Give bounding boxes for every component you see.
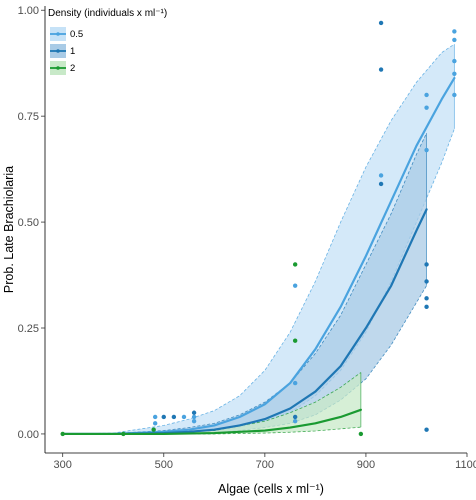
x-tick-label-4: 1100: [455, 459, 476, 471]
data-point-series-1-11: [424, 427, 429, 432]
data-point-series-0-4: [191, 419, 197, 424]
y-tick-label-3: 0.75: [18, 111, 39, 123]
data-point-series-2-0: [60, 431, 65, 437]
legend-title: Density (individuals x ml⁻¹): [48, 8, 167, 19]
band-series-2: [62, 372, 361, 434]
legend-key-point-0: [56, 32, 60, 36]
data-point-series-1-7: [424, 262, 429, 267]
data-point-series-0-5: [292, 283, 298, 288]
fit-line-series-0: [61, 76, 456, 436]
data-point-series-0-16: [452, 92, 457, 98]
data-point-series-1-4: [378, 20, 384, 26]
data-point-series-0-2: [181, 414, 187, 420]
x-tick-label-2: 700: [256, 459, 274, 471]
data-point-series-1-3: [292, 414, 298, 420]
legend: Density (individuals x ml⁻¹) 0.5 1 2: [48, 8, 167, 75]
data-point-series-0-11: [424, 92, 429, 98]
fit-lines: [61, 76, 456, 436]
data-point-series-2-5: [358, 431, 364, 437]
x-tick-label-0: 300: [54, 459, 72, 471]
data-point-series-2-4: [292, 338, 298, 343]
y-tick-label-1: 0.25: [18, 323, 39, 335]
axes: 300 500 700 900 1100 0.00 0.25 0.50 0.75 1.00 Alga…: [2, 5, 476, 496]
data-point-series-0-7: [292, 419, 298, 424]
data-point-series-0-9: [424, 105, 429, 110]
y-tick-label-0: 0.00: [18, 429, 39, 441]
data-point-series-0-6: [292, 380, 298, 386]
data-point-series-2-3: [292, 262, 298, 267]
data-point-series-1-1: [171, 414, 177, 420]
data-point-series-2-1: [121, 431, 126, 437]
data-point-series-1-6: [378, 181, 384, 187]
data-point-series-1-10: [424, 304, 429, 310]
legend-key-point-2: [56, 66, 60, 70]
data-point-series-0-8: [378, 173, 384, 178]
x-tick-label-3: 900: [357, 459, 375, 471]
band-upper-edge-0: [62, 43, 455, 435]
data-point-series-1-0: [161, 414, 166, 420]
data-points: [60, 20, 457, 437]
legend-label-0: 0.5: [70, 29, 83, 40]
x-axis-title: Algae (cells x ml⁻¹): [218, 482, 324, 496]
data-point-series-1-8: [424, 279, 429, 284]
data-point-series-0-0: [152, 414, 158, 420]
y-tick-label-4: 1.00: [18, 5, 39, 17]
band-series-1: [62, 133, 427, 434]
data-point-series-2-2: [151, 427, 156, 432]
data-point-series-1-9: [424, 296, 429, 301]
legend-key-point-1: [56, 49, 60, 53]
fit-line-series-2: [61, 408, 362, 436]
legend-label-1: 1: [70, 46, 75, 57]
data-point-series-1-5: [378, 67, 384, 72]
data-point-series-0-12: [452, 29, 457, 34]
data-point-series-0-1: [152, 421, 158, 426]
y-axis-title: Prob. Late Brachiolaria: [2, 166, 16, 293]
data-point-series-0-10: [424, 147, 429, 153]
data-point-series-0-15: [452, 71, 457, 76]
x-tick-label-1: 500: [155, 459, 173, 471]
data-point-series-1-2: [191, 410, 197, 415]
legend-label-2: 2: [70, 63, 75, 74]
data-point-series-0-14: [452, 58, 457, 64]
data-point-series-0-3: [191, 414, 197, 420]
data-point-series-0-13: [452, 37, 457, 43]
y-tick-label-2: 0.50: [18, 217, 39, 229]
